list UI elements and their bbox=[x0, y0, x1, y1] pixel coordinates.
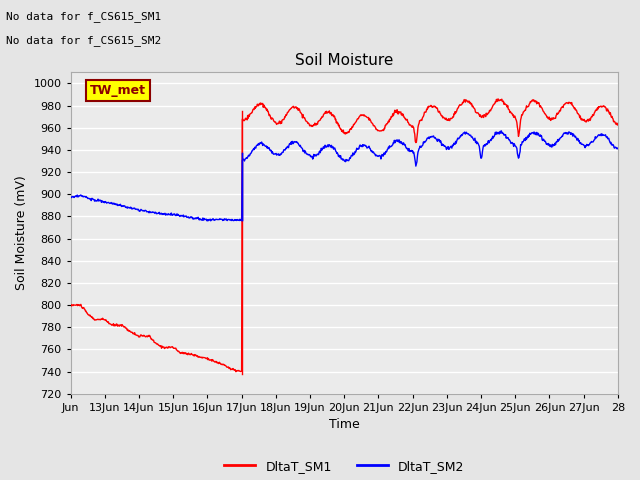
Text: No data for f_CS615_SM2: No data for f_CS615_SM2 bbox=[6, 35, 162, 46]
X-axis label: Time: Time bbox=[329, 419, 360, 432]
Title: Soil Moisture: Soil Moisture bbox=[295, 53, 394, 68]
Text: No data for f_CS615_SM1: No data for f_CS615_SM1 bbox=[6, 11, 162, 22]
Text: TW_met: TW_met bbox=[90, 84, 146, 97]
Y-axis label: Soil Moisture (mV): Soil Moisture (mV) bbox=[15, 176, 28, 290]
Legend: DltaT_SM1, DltaT_SM2: DltaT_SM1, DltaT_SM2 bbox=[219, 455, 469, 478]
